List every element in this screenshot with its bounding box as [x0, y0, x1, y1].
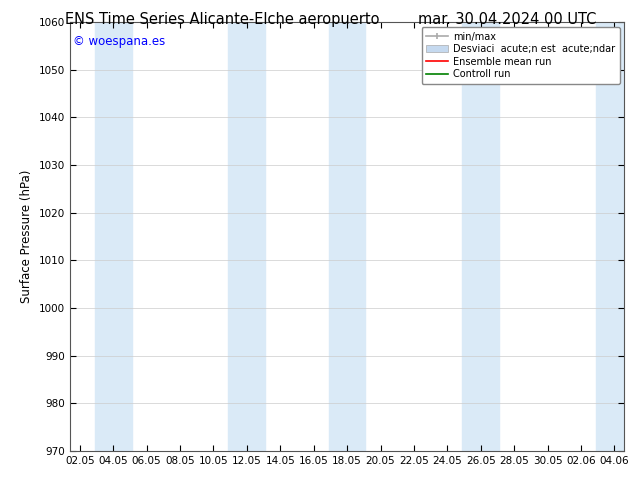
Legend: min/max, Desviaci  acute;n est  acute;ndar, Ensemble mean run, Controll run: min/max, Desviaci acute;n est acute;ndar… [422, 27, 619, 84]
Bar [228, 22, 265, 451]
Text: © woespana.es: © woespana.es [72, 35, 165, 48]
Bar [329, 22, 365, 451]
Bar [596, 22, 633, 451]
Y-axis label: Surface Pressure (hPa): Surface Pressure (hPa) [20, 170, 33, 303]
Text: ENS Time Series Alicante-Elche aeropuerto: ENS Time Series Alicante-Elche aeropuert… [65, 12, 379, 27]
Text: mar. 30.04.2024 00 UTC: mar. 30.04.2024 00 UTC [418, 12, 597, 27]
Bar [95, 22, 132, 451]
Bar [462, 22, 499, 451]
